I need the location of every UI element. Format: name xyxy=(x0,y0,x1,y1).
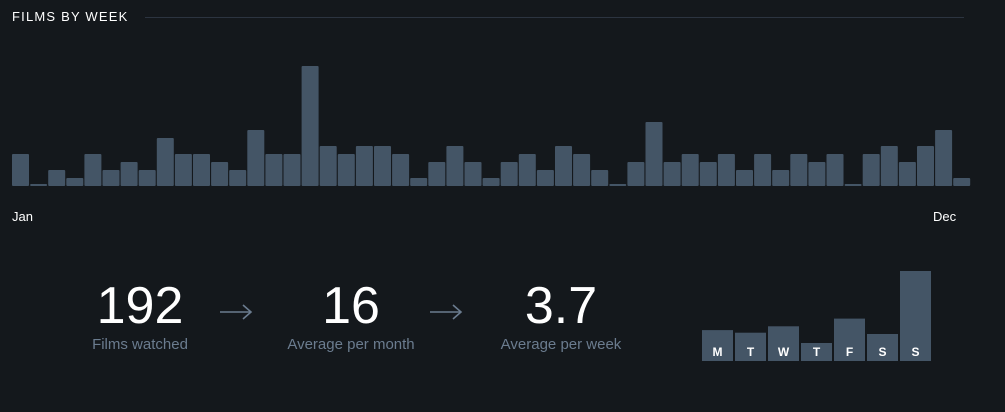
weekday-bar[interactable] xyxy=(801,343,832,361)
week-bar[interactable] xyxy=(609,184,627,186)
stat-value: 192 xyxy=(96,277,184,335)
week-bar[interactable] xyxy=(536,170,554,186)
stat-label: Average per week xyxy=(500,336,622,353)
week-bar[interactable] xyxy=(591,170,609,186)
week-bar[interactable] xyxy=(193,154,210,186)
week-bar[interactable] xyxy=(102,170,120,186)
week-bar[interactable] xyxy=(717,154,735,186)
week-bar[interactable] xyxy=(174,154,192,186)
week-bar[interactable] xyxy=(953,178,971,186)
right-arrow-icon xyxy=(220,304,253,320)
weekday-label: M xyxy=(713,345,723,359)
week-bar[interactable] xyxy=(30,184,48,186)
week-bar[interactable] xyxy=(374,146,391,186)
week-bar[interactable] xyxy=(464,162,482,186)
week-bar[interactable] xyxy=(392,154,410,186)
x-axis-start-label: Jan xyxy=(12,209,33,224)
week-bar[interactable] xyxy=(247,130,265,186)
week-bar[interactable] xyxy=(319,146,337,186)
weekday-bar[interactable] xyxy=(702,330,733,361)
stat-label: Films watched xyxy=(92,336,188,353)
week-bar[interactable] xyxy=(12,154,29,186)
week-bar[interactable] xyxy=(120,162,138,186)
week-bar[interactable] xyxy=(283,154,301,186)
weekday-bar[interactable] xyxy=(834,318,865,361)
week-bar[interactable] xyxy=(772,170,790,186)
week-bar[interactable] xyxy=(573,154,591,186)
x-axis-end-label: Dec xyxy=(933,209,957,224)
week-bar[interactable] xyxy=(84,154,102,186)
week-bar[interactable] xyxy=(410,178,428,186)
weekday-label: W xyxy=(778,345,790,359)
week-bar[interactable] xyxy=(555,146,572,186)
weekday-bar[interactable] xyxy=(768,326,799,361)
week-bar[interactable] xyxy=(754,154,772,186)
week-bar[interactable] xyxy=(446,146,464,186)
week-bar[interactable] xyxy=(66,178,84,186)
week-bar[interactable] xyxy=(880,146,898,186)
week-bar[interactable] xyxy=(663,162,681,186)
week-bar[interactable] xyxy=(211,162,229,186)
week-bar[interactable] xyxy=(736,170,753,186)
weekday-bar[interactable] xyxy=(900,271,931,361)
week-bar[interactable] xyxy=(935,130,953,186)
stat-label: Average per month xyxy=(287,336,415,353)
week-bar[interactable] xyxy=(844,184,862,186)
week-bar[interactable] xyxy=(790,154,808,186)
week-bar[interactable] xyxy=(48,170,66,186)
weekday-label: S xyxy=(911,345,919,359)
stat-average-per-month[interactable]: 16 Average per month xyxy=(276,278,426,354)
week-bar[interactable] xyxy=(500,162,518,186)
week-bar[interactable] xyxy=(681,154,699,186)
weekday-bar[interactable] xyxy=(735,332,766,361)
week-bar[interactable] xyxy=(917,146,934,186)
week-bar[interactable] xyxy=(428,162,446,186)
week-bar[interactable] xyxy=(156,138,174,186)
week-bar[interactable] xyxy=(229,170,247,186)
stat-average-per-week[interactable]: 3.7 Average per week xyxy=(486,278,636,354)
right-arrow-icon xyxy=(430,304,463,320)
week-bar[interactable] xyxy=(265,154,283,186)
week-bar[interactable] xyxy=(808,162,826,186)
stat-films-watched[interactable]: 192 Films watched xyxy=(70,278,210,354)
weekday-label: F xyxy=(846,345,853,359)
stat-value: 16 xyxy=(322,277,380,335)
week-bar[interactable] xyxy=(826,154,844,186)
week-bar[interactable] xyxy=(138,170,156,186)
weekday-label: T xyxy=(747,345,755,359)
weekday-label: S xyxy=(878,345,886,359)
section-header: Films by week xyxy=(12,9,964,24)
week-bar[interactable] xyxy=(862,154,880,186)
weekday-bar[interactable] xyxy=(867,334,898,361)
weekly-bar-chart xyxy=(12,66,971,186)
week-bar[interactable] xyxy=(337,154,355,186)
header-divider xyxy=(144,16,964,18)
week-bar[interactable] xyxy=(301,66,319,186)
week-bar[interactable] xyxy=(898,162,916,186)
section-title[interactable]: Films by week xyxy=(12,9,129,24)
week-bar[interactable] xyxy=(645,122,663,186)
week-bar[interactable] xyxy=(482,178,500,186)
week-bar[interactable] xyxy=(699,162,717,186)
week-bar[interactable] xyxy=(355,146,373,186)
weekday-label: T xyxy=(813,345,821,359)
week-bar[interactable] xyxy=(518,154,536,186)
week-bar[interactable] xyxy=(627,162,645,186)
stat-value: 3.7 xyxy=(524,277,598,335)
